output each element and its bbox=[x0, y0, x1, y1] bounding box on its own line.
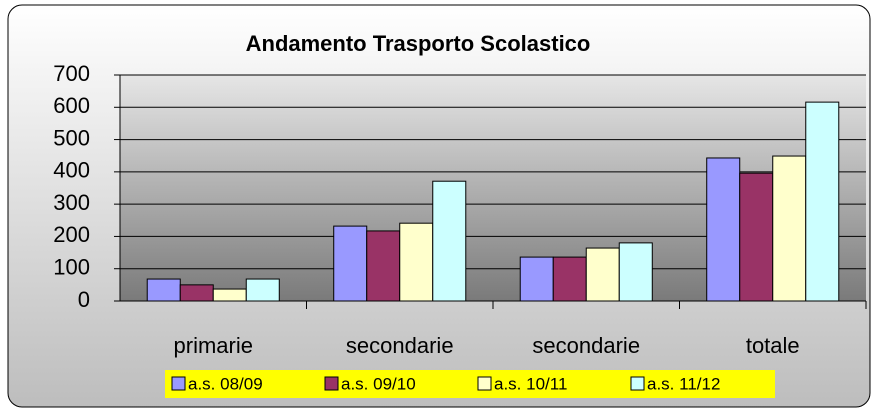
bar bbox=[245, 278, 280, 302]
y-tick-label: 0 bbox=[78, 287, 90, 312]
bar bbox=[212, 288, 247, 302]
legend-swatch bbox=[324, 376, 339, 391]
bar bbox=[739, 172, 774, 302]
bar bbox=[366, 230, 401, 302]
bar bbox=[519, 256, 554, 302]
bar bbox=[552, 256, 587, 302]
bar bbox=[333, 225, 368, 302]
bar bbox=[146, 278, 181, 302]
y-tick-label: 500 bbox=[53, 125, 90, 150]
bar bbox=[772, 155, 807, 302]
y-tick-label: 700 bbox=[53, 61, 90, 86]
bar bbox=[399, 222, 434, 302]
x-tick-label: primarie bbox=[174, 333, 253, 358]
legend bbox=[165, 370, 775, 398]
legend-swatch bbox=[630, 376, 645, 391]
legend-label: a.s. 08/09 bbox=[188, 374, 263, 393]
bar bbox=[805, 101, 840, 302]
legend-label: a.s. 11/12 bbox=[647, 374, 720, 393]
y-tick-label: 300 bbox=[53, 190, 90, 215]
bar bbox=[585, 247, 620, 302]
x-tick-label: totale bbox=[746, 333, 800, 358]
y-tick-label: 200 bbox=[53, 222, 90, 247]
bar bbox=[179, 284, 214, 302]
bar bbox=[706, 157, 741, 302]
bar bbox=[432, 180, 467, 302]
legend-label: a.s. 10/11 bbox=[494, 374, 567, 393]
x-tick-label: secondarie bbox=[346, 333, 454, 358]
y-tick-label: 100 bbox=[53, 255, 90, 280]
y-tick-label: 600 bbox=[53, 93, 90, 118]
y-tick-label: 400 bbox=[53, 158, 90, 183]
legend-swatch bbox=[171, 376, 186, 391]
legend-swatch bbox=[477, 376, 492, 391]
chart-title: Andamento Trasporto Scolastico bbox=[246, 31, 591, 56]
x-tick-label: secondarie bbox=[532, 333, 640, 358]
bar bbox=[618, 242, 653, 302]
legend-label: a.s. 09/10 bbox=[341, 374, 416, 393]
